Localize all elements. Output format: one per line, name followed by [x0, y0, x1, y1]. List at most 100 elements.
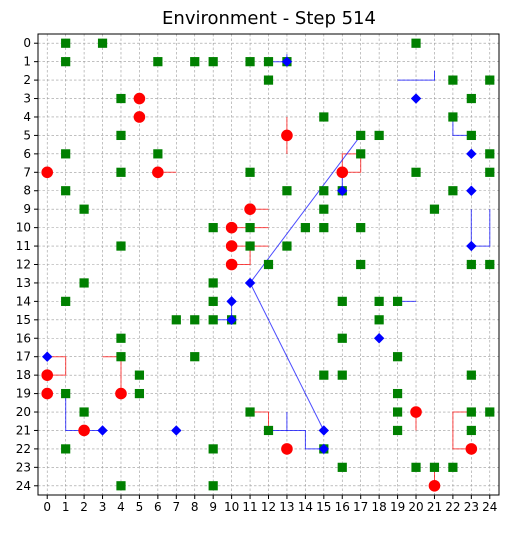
y-tick-label: 0: [23, 36, 31, 50]
y-tick-label: 15: [16, 313, 31, 327]
y-tick-label: 21: [16, 423, 31, 437]
resource-marker: [466, 407, 476, 417]
resource-marker: [282, 186, 292, 196]
red-agent-marker: [115, 387, 127, 400]
y-tick-label: 19: [16, 387, 31, 401]
resource-marker: [337, 370, 347, 380]
y-tick-label: 9: [23, 202, 31, 216]
resource-marker: [208, 296, 218, 306]
x-tick-label: 2: [80, 500, 88, 514]
agent-trail: [452, 117, 472, 136]
resource-marker: [116, 333, 126, 343]
blue-agent-marker: [318, 425, 330, 436]
red-agent-marker: [225, 221, 238, 234]
x-tick-label: 15: [316, 500, 331, 514]
blue-agent-marker: [318, 443, 330, 455]
red-agent-marker: [428, 479, 441, 492]
y-tick-label: 17: [16, 350, 31, 364]
x-tick-label: 8: [191, 500, 199, 514]
resource-marker: [208, 315, 218, 325]
red-agent-marker: [152, 166, 164, 179]
resource-marker: [300, 223, 310, 233]
red-agent-marker: [133, 111, 146, 123]
agent-trail: [231, 246, 251, 265]
resource-marker: [79, 204, 89, 214]
resource-marker: [374, 296, 384, 306]
red-agent-marker: [281, 443, 293, 455]
resource-marker: [485, 259, 495, 270]
y-tick-label: 14: [16, 294, 31, 308]
y-tick-label: 23: [16, 460, 31, 474]
red-agent-marker: [41, 166, 54, 179]
resource-marker: [79, 407, 89, 417]
resource-marker: [392, 388, 403, 399]
x-tick-label: 16: [335, 500, 350, 514]
resource-marker: [61, 296, 71, 306]
blue-agent-marker: [373, 333, 385, 344]
resource-marker: [466, 93, 476, 104]
resource-marker: [171, 315, 181, 325]
x-tick-label: 7: [172, 500, 180, 514]
x-tick-label: 14: [298, 500, 313, 514]
agent-trail: [397, 70, 435, 81]
resource-marker: [61, 38, 71, 48]
agent-trails: [47, 54, 491, 486]
x-tick-label: 4: [117, 500, 125, 514]
red-agent-marker: [244, 203, 256, 215]
red-agent-marker: [133, 92, 146, 105]
resource-marker: [392, 407, 403, 417]
resource-marker: [208, 57, 218, 67]
resource-marker: [116, 130, 126, 141]
resource-marker: [392, 352, 403, 362]
resource-marker: [466, 259, 476, 270]
blue-agent-marker: [226, 314, 237, 326]
y-tick-label: 5: [23, 128, 31, 142]
x-tick-label: 17: [353, 500, 368, 514]
resource-markers: [61, 38, 495, 491]
x-tick-label: 19: [390, 500, 405, 514]
resource-marker: [134, 370, 145, 380]
resource-marker: [263, 57, 274, 67]
resource-marker: [208, 481, 218, 491]
resource-marker: [319, 186, 329, 196]
resource-marker: [429, 462, 440, 472]
resource-marker: [485, 149, 495, 159]
resource-marker: [61, 186, 71, 196]
resource-marker: [356, 223, 366, 233]
x-tick-label: 21: [427, 500, 442, 514]
resource-marker: [245, 57, 255, 67]
y-tick-label: 8: [23, 184, 31, 198]
x-tick-label: 20: [408, 500, 423, 514]
red-agent-marker: [465, 443, 478, 455]
resource-marker: [485, 167, 495, 177]
blue-agent-marker: [410, 93, 422, 104]
resource-marker: [374, 315, 384, 325]
resource-marker: [245, 241, 255, 251]
resource-marker: [153, 149, 163, 159]
y-tick-label: 3: [23, 92, 31, 106]
resource-marker: [116, 93, 126, 104]
resource-marker: [337, 462, 347, 472]
y-tick-label: 6: [23, 147, 31, 161]
agent-trail: [47, 356, 67, 376]
resource-marker: [374, 130, 384, 141]
resource-marker: [356, 130, 366, 141]
y-tick-label: 11: [16, 239, 31, 253]
red-agent-marker: [225, 258, 238, 271]
resource-marker: [263, 425, 274, 436]
resource-marker: [485, 407, 495, 417]
resource-marker: [411, 38, 421, 48]
red-agent-marker: [78, 424, 90, 437]
red-agent-marker: [41, 369, 54, 381]
x-tick-label: 18: [371, 500, 386, 514]
red-agent-marker: [225, 240, 238, 252]
y-tick-label: 16: [16, 331, 31, 345]
resource-marker: [245, 167, 255, 177]
agent-trail: [452, 411, 472, 450]
x-tick-label: 10: [224, 500, 239, 514]
resource-marker: [245, 407, 255, 417]
resource-marker: [116, 167, 126, 177]
y-tick-label: 2: [23, 73, 31, 87]
y-tick-label: 12: [16, 258, 31, 272]
